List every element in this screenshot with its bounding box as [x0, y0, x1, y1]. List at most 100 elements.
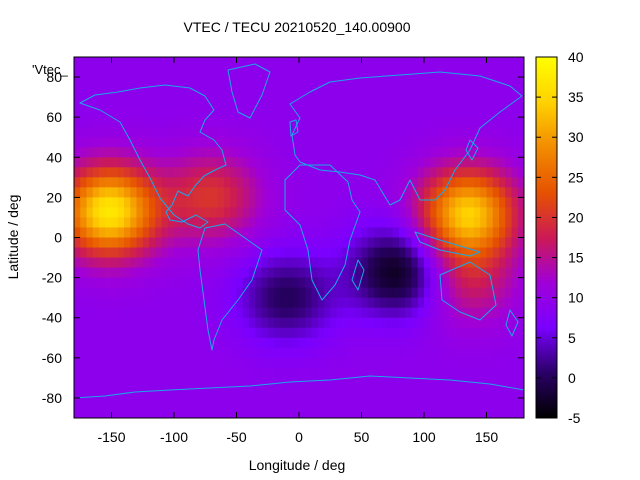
heatmap-cell: [249, 288, 256, 299]
heatmap-cell: [393, 187, 400, 198]
heatmap-cell: [130, 258, 137, 269]
heatmap-cell: [155, 258, 162, 269]
heatmap-cell: [280, 117, 287, 128]
heatmap-cell: [112, 127, 119, 138]
heatmap-cell: [512, 67, 519, 78]
heatmap-cell: [455, 348, 462, 359]
heatmap-cell: [168, 167, 175, 178]
heatmap-cell: [374, 338, 381, 349]
heatmap-cell: [124, 288, 131, 299]
heatmap-cell: [499, 217, 506, 228]
heatmap-cell: [487, 177, 494, 188]
heatmap-cell: [499, 258, 506, 269]
heatmap-cell: [155, 87, 162, 98]
heatmap-cell: [505, 368, 512, 379]
heatmap-cell: [418, 268, 425, 279]
heatmap-cell: [105, 278, 112, 289]
heatmap-cell: [337, 408, 344, 419]
heatmap-cell: [105, 137, 112, 148]
heatmap-cell: [362, 328, 369, 339]
heatmap-cell: [480, 197, 487, 208]
heatmap-cell: [399, 147, 406, 158]
heatmap-cell: [80, 67, 87, 78]
heatmap-cell: [318, 278, 325, 289]
heatmap-cell: [368, 248, 375, 259]
heatmap-cell: [243, 258, 250, 269]
heatmap-cell: [324, 338, 331, 349]
heatmap-cell: [362, 107, 369, 118]
heatmap-cell: [318, 368, 325, 379]
heatmap-cell: [230, 398, 237, 409]
heatmap-cell: [487, 137, 494, 148]
heatmap-cell: [349, 167, 356, 178]
heatmap-cell: [187, 238, 194, 249]
heatmap-cell: [143, 318, 150, 329]
heatmap-cell: [243, 157, 250, 168]
heatmap-cell: [112, 217, 119, 228]
heatmap-cell: [380, 207, 387, 218]
x-tick-label: 0: [295, 429, 303, 445]
heatmap-cell: [162, 388, 169, 399]
colorbar-tick-label: 30: [568, 129, 584, 145]
heatmap-cell: [212, 97, 219, 108]
heatmap-cell: [174, 147, 181, 158]
heatmap-cell: [87, 207, 94, 218]
heatmap-cell: [349, 328, 356, 339]
heatmap-cell: [193, 67, 200, 78]
heatmap-cell: [343, 348, 350, 359]
heatmap-cell: [462, 57, 469, 68]
heatmap-cell: [393, 288, 400, 299]
heatmap-cell: [380, 248, 387, 259]
heatmap-cell: [268, 288, 275, 299]
heatmap-cell: [168, 187, 175, 198]
heatmap-cell: [449, 328, 456, 339]
heatmap-cell: [99, 388, 106, 399]
heatmap-cell: [212, 408, 219, 419]
heatmap-cell: [512, 298, 519, 309]
heatmap-cell: [80, 147, 87, 158]
x-tick-label: 150: [475, 429, 499, 445]
heatmap-cell: [105, 217, 112, 228]
heatmap-cell: [193, 288, 200, 299]
heatmap-cell: [443, 258, 450, 269]
heatmap-cell: [143, 177, 150, 188]
heatmap-cell: [237, 197, 244, 208]
heatmap-cell: [455, 318, 462, 329]
heatmap-cell: [80, 348, 87, 359]
heatmap-cell: [124, 77, 131, 88]
heatmap-cell: [424, 217, 431, 228]
heatmap-cell: [499, 388, 506, 399]
heatmap-cell: [443, 248, 450, 259]
heatmap-cell: [218, 408, 225, 419]
heatmap-cell: [305, 328, 312, 339]
heatmap-cell: [424, 87, 431, 98]
heatmap-cell: [268, 358, 275, 369]
heatmap-cell: [337, 328, 344, 339]
heatmap-cell: [287, 107, 294, 118]
heatmap-cell: [318, 308, 325, 319]
heatmap-cell: [118, 97, 125, 108]
heatmap-cell: [143, 227, 150, 238]
heatmap-cell: [374, 127, 381, 138]
heatmap-cell: [268, 57, 275, 68]
heatmap-cell: [262, 298, 269, 309]
heatmap-cell: [118, 338, 125, 349]
heatmap-cell: [293, 207, 300, 218]
heatmap-cell: [393, 107, 400, 118]
heatmap-cell: [268, 338, 275, 349]
heatmap-cell: [162, 77, 169, 88]
heatmap-cell: [243, 288, 250, 299]
heatmap-cell: [374, 278, 381, 289]
heatmap-cell: [224, 238, 231, 249]
heatmap-cell: [155, 398, 162, 409]
heatmap-cell: [230, 167, 237, 178]
heatmap-cell: [480, 358, 487, 369]
heatmap-cell: [393, 378, 400, 389]
heatmap-cell: [262, 57, 269, 68]
heatmap-cell: [230, 147, 237, 158]
heatmap-cell: [399, 378, 406, 389]
heatmap-cell: [368, 97, 375, 108]
heatmap-cell: [193, 97, 200, 108]
heatmap-cell: [255, 107, 262, 118]
heatmap-cell: [224, 338, 231, 349]
